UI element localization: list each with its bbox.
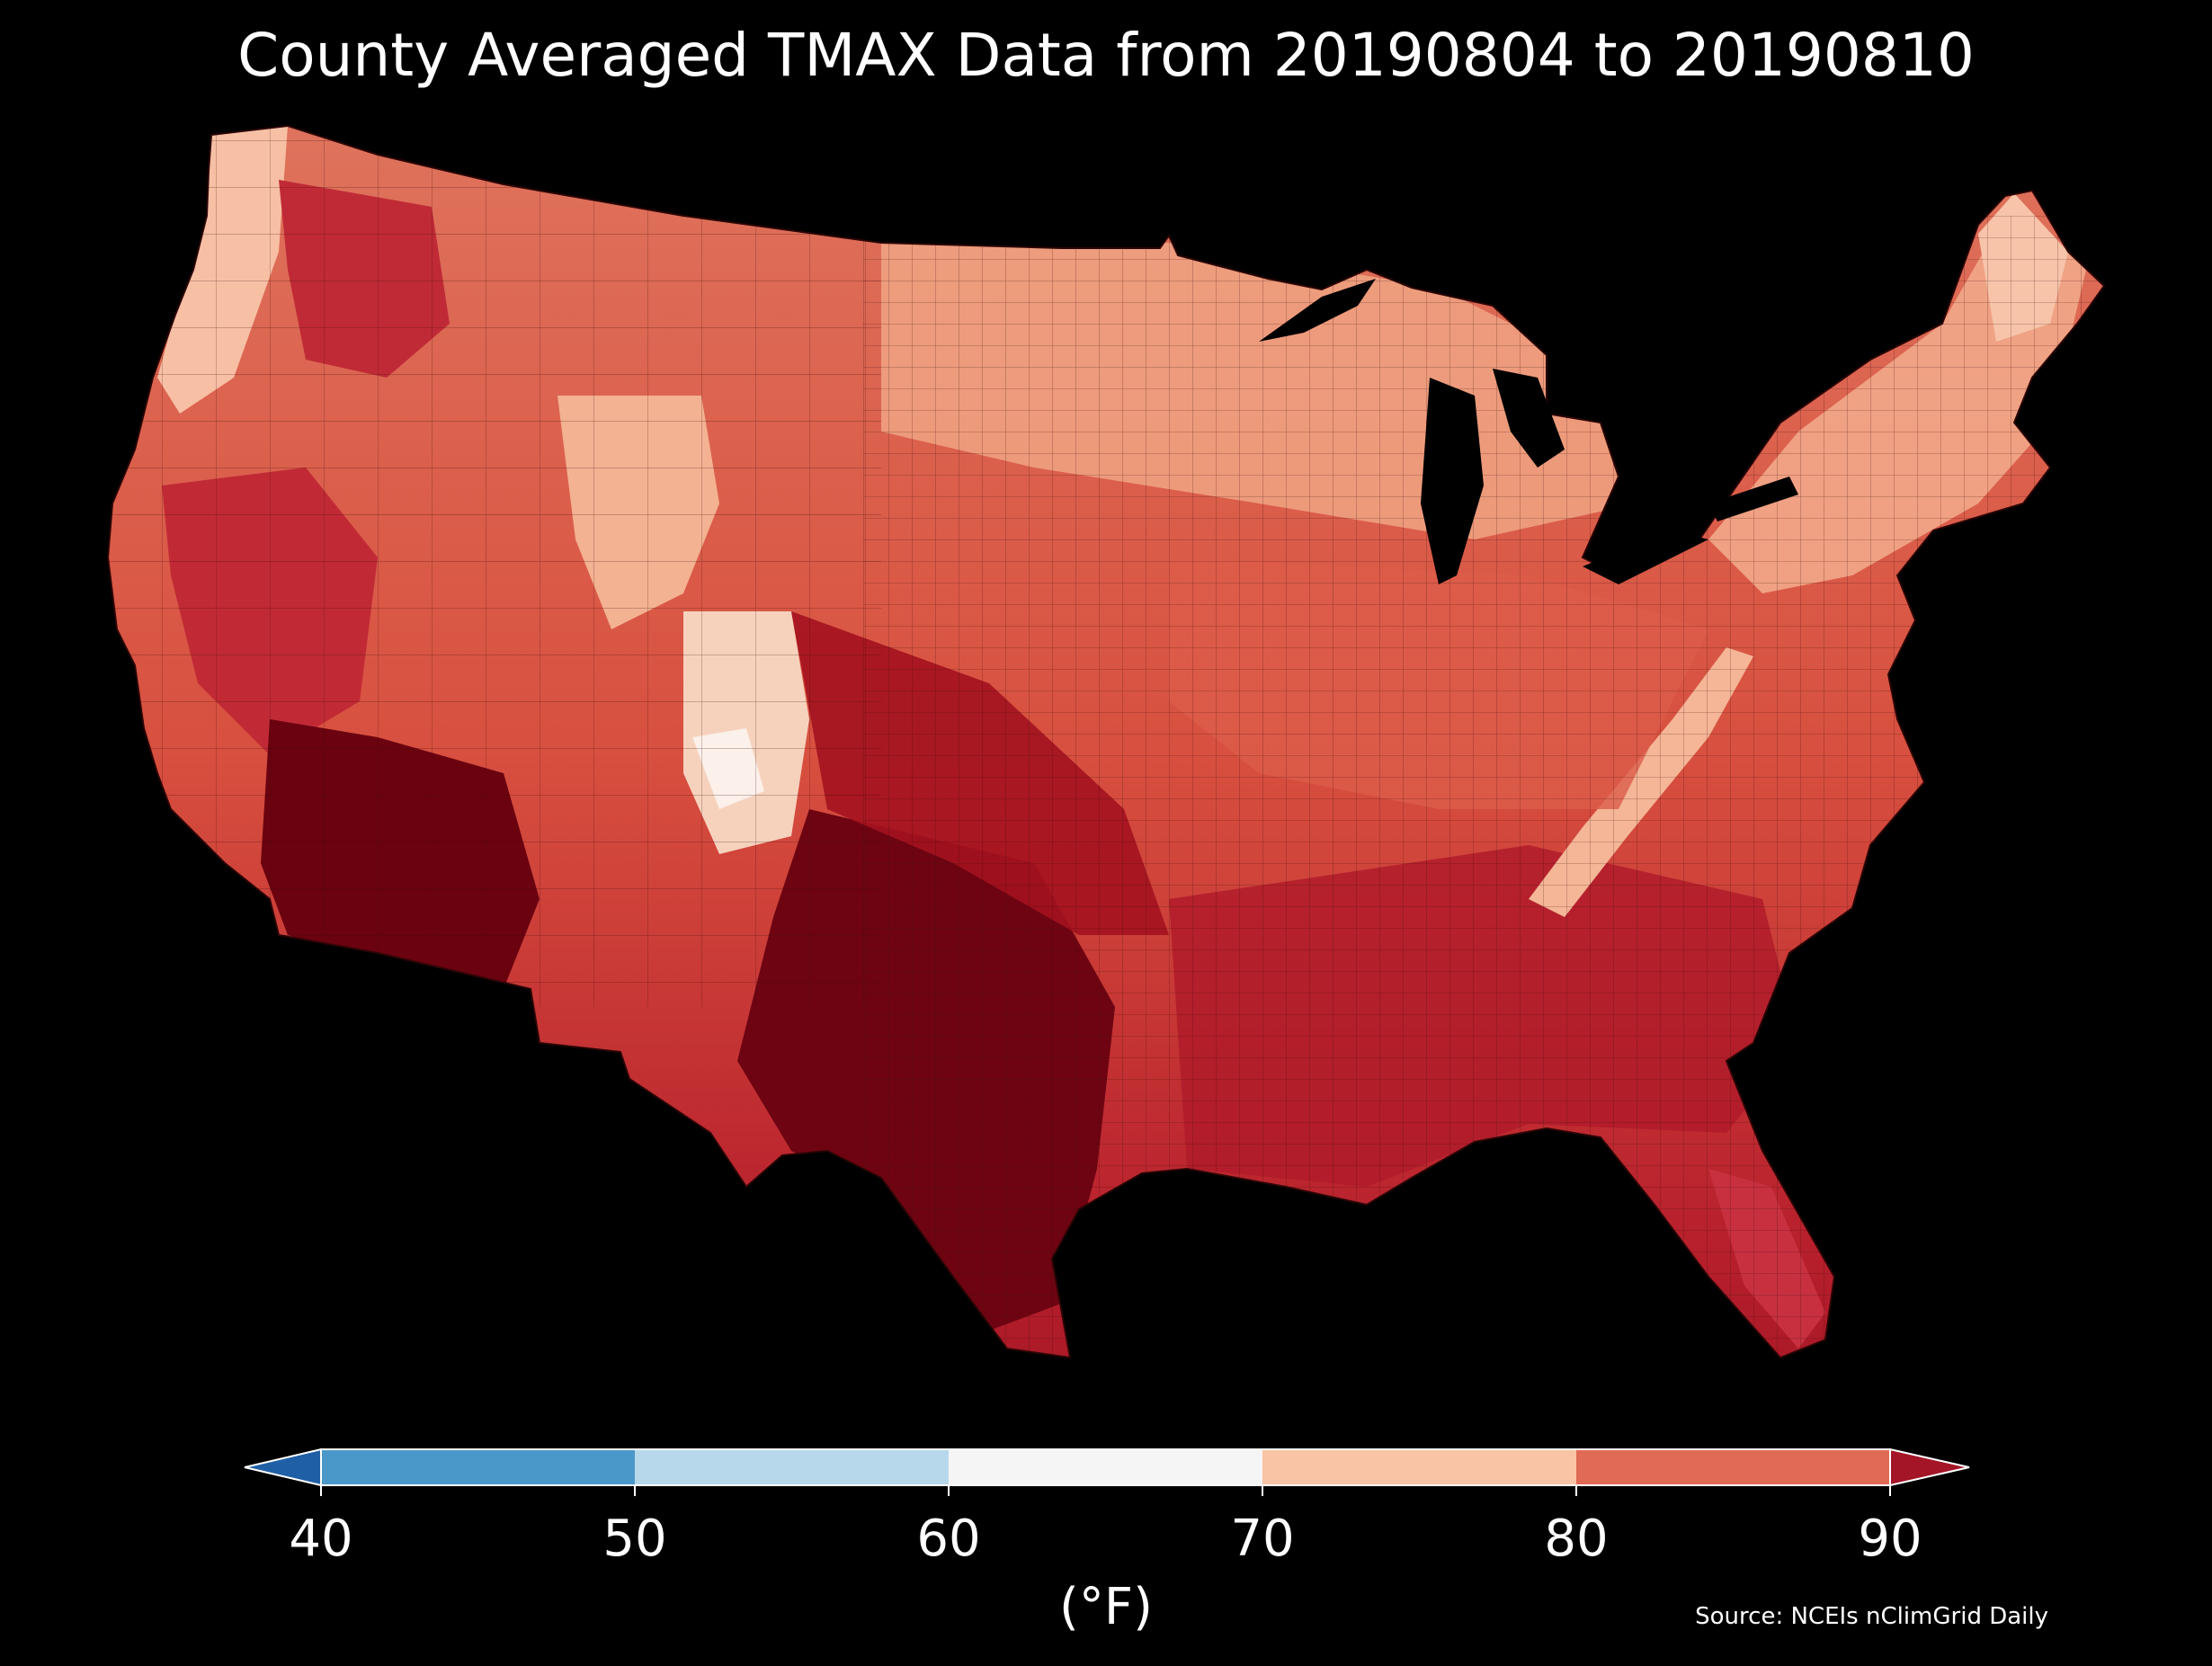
colorbar-tick-70: 70	[1230, 1510, 1295, 1568]
colorbar-extend-low	[244, 1448, 322, 1487]
colorbar-extend-high	[1889, 1448, 1970, 1487]
colorbar-bin-60-70	[949, 1449, 1262, 1485]
colorbar-tick-90: 90	[1858, 1510, 1922, 1568]
colorbar-units: (°F)	[1059, 1578, 1153, 1636]
colorbar-tick-60: 60	[916, 1510, 981, 1568]
colorbar-tick-40: 40	[289, 1510, 353, 1568]
colorbar-bin-70-80	[1262, 1449, 1576, 1485]
colorbar-bin-80-90	[1576, 1449, 1890, 1485]
colorbar-tick-80: 80	[1544, 1510, 1609, 1568]
great-lakes	[1259, 279, 1798, 584]
colorbar-bin-40-50	[321, 1449, 635, 1485]
colorbar-tick-50: 50	[602, 1510, 667, 1568]
source-note: Source: NCEIs nClimGrid Daily	[1695, 1603, 2048, 1630]
colorbar-bin-50-60	[635, 1449, 949, 1485]
map-title: County Averaged TMAX Data from 20190804 …	[237, 21, 1975, 90]
colorbar	[244, 1448, 1970, 1496]
